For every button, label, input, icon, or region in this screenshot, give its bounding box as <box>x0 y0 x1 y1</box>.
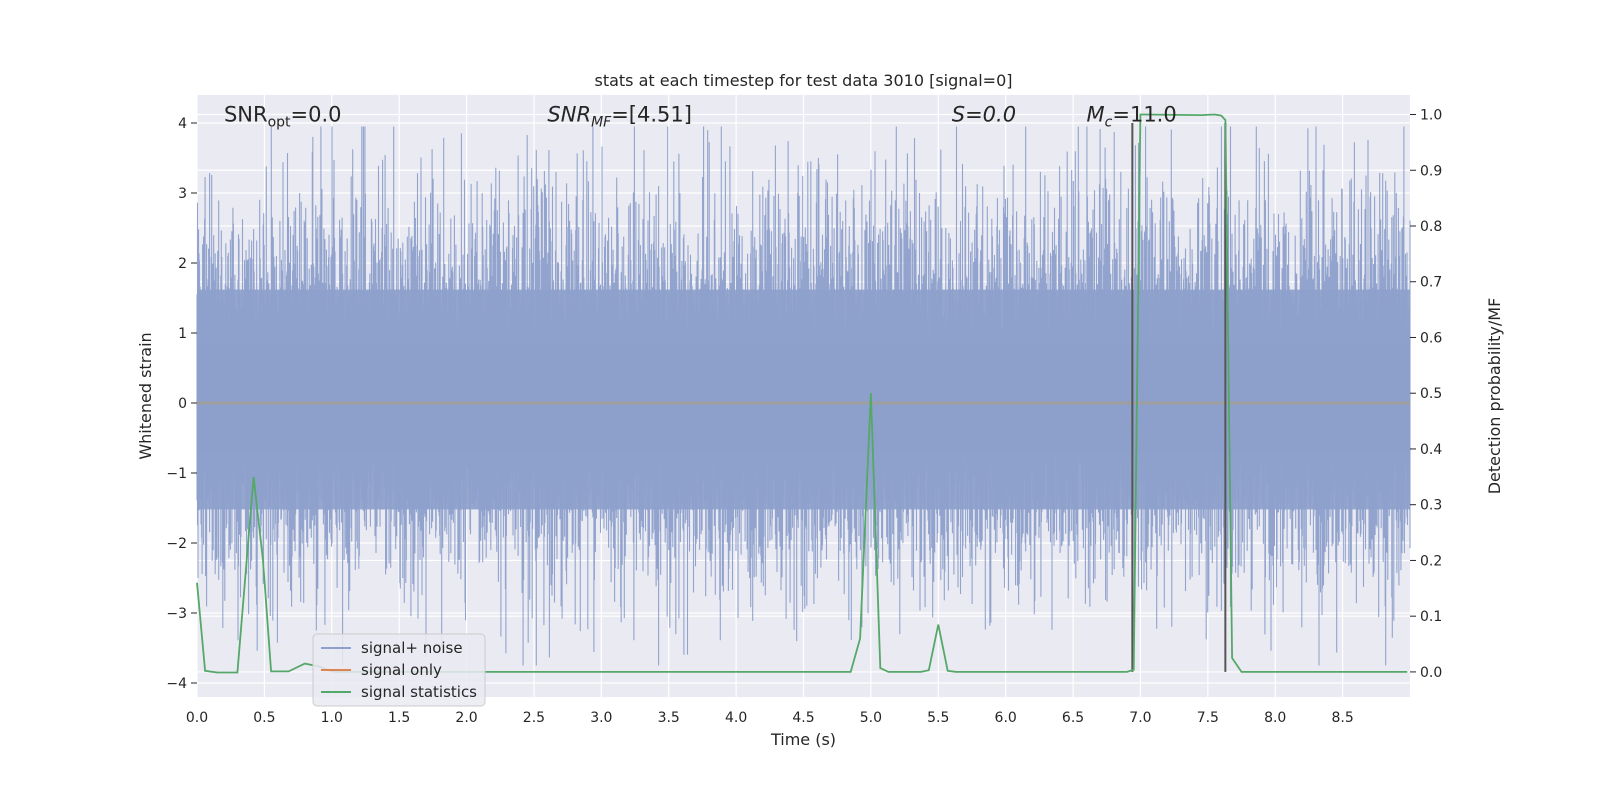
x-tick-labels: 0.0 0.5 1.0 1.5 2.0 2.5 3.0 3.5 4.0 4.5 5.0 5.5 6.0 6… <box>186 710 1354 726</box>
y2-tick-label: 1.0 <box>1420 108 1442 124</box>
y-tick-label: 0 <box>178 396 187 412</box>
annotation-part: =[4.51] <box>611 103 692 127</box>
x-tick-label: 0.0 <box>186 710 208 726</box>
y-tick-label: 4 <box>178 116 187 132</box>
y-tick-label: −1 <box>166 466 187 482</box>
legend-label: signal+ noise <box>361 639 463 657</box>
y2-tick-label: 0.7 <box>1420 275 1442 291</box>
x-tick-label: 2.0 <box>455 710 477 726</box>
legend-label: signal only <box>361 661 442 679</box>
annotation-subscript: c <box>1105 115 1113 131</box>
signal-statistics-line <box>196 113 1408 674</box>
annotation-part: SNR <box>224 103 268 127</box>
y-tick-label: 3 <box>178 186 187 202</box>
annotation: SNRopt=0.0 <box>224 103 342 131</box>
vertical-lines <box>1131 123 1227 672</box>
y-tick-label: 2 <box>178 256 187 272</box>
x-tick-label: 7.0 <box>1129 710 1151 726</box>
y-tick-label: −3 <box>166 606 187 622</box>
annotation-part: M <box>1087 103 1105 127</box>
y2-tick-label: 0.0 <box>1420 665 1442 681</box>
legend: signal+ noise signal only signal statistic… <box>312 633 486 707</box>
y2-tick-label: 0.4 <box>1420 442 1442 458</box>
x-tick-label: 4.0 <box>725 710 747 726</box>
legend-box <box>312 633 486 707</box>
x-tick-label: 8.0 <box>1264 710 1286 726</box>
annotation-part: =11.0 <box>1112 103 1176 127</box>
x-tick-label: 8.5 <box>1331 710 1353 726</box>
noise-series <box>196 126 1411 666</box>
x-tick-label: 3.5 <box>658 710 680 726</box>
annotation: Mc=11.0 <box>1087 103 1177 131</box>
annotation-subscript: MF <box>591 115 612 131</box>
y-tick-label: −4 <box>166 676 187 692</box>
y2-tick-label: 0.8 <box>1420 219 1442 235</box>
x-tick-label: 0.5 <box>253 710 275 726</box>
y2-tick-label: 0.3 <box>1420 498 1442 514</box>
x-tick-label: 6.5 <box>1062 710 1084 726</box>
signal-statistics-series <box>196 113 1408 674</box>
y2-tick-label: 0.1 <box>1420 609 1442 625</box>
y2-tick-label: 0.6 <box>1420 330 1442 346</box>
y2-tick-label: 0.2 <box>1420 553 1442 569</box>
x-tick-label: 5.0 <box>860 710 882 726</box>
legend-label: signal statistics <box>361 683 477 701</box>
y-tick-label: 1 <box>178 326 187 342</box>
x-axis-label: Time (s) <box>770 730 836 749</box>
y-axis-label: Whitened strain <box>136 332 155 459</box>
chart-title: stats at each timestep for test data 301… <box>594 71 1012 90</box>
annotation: SNRMF=[4.51] <box>547 103 692 131</box>
x-tick-label: 1.5 <box>388 710 410 726</box>
y2-tick-label: 0.5 <box>1420 386 1442 402</box>
y-tick-label: −2 <box>166 536 187 552</box>
x-tick-label: 2.5 <box>523 710 545 726</box>
x-tick-label: 5.5 <box>927 710 949 726</box>
annotation-part: =0.0 <box>291 103 342 127</box>
x-tick-label: 1.0 <box>321 710 343 726</box>
annotation-part: SNR <box>547 103 591 127</box>
y2-tick-labels: 0.0 0.1 0.2 0.3 0.4 0.5 0.6 0.7 0.8 0.9 1.0 <box>1410 108 1442 681</box>
x-tick-label: 6.0 <box>995 710 1017 726</box>
x-tick-label: 4.5 <box>792 710 814 726</box>
y2-axis-label: Detection probability/MF <box>1485 298 1504 495</box>
annotation: S=0.0 <box>952 103 1016 127</box>
x-tick-label: 7.5 <box>1197 710 1219 726</box>
y2-tick-label: 0.9 <box>1420 163 1442 179</box>
y-tick-labels: −4 −3 −2 −1 0 1 2 3 4 <box>166 116 197 692</box>
noise-trace <box>196 126 1411 666</box>
annotation-subscript: opt <box>268 115 291 131</box>
x-tick-label: 3.0 <box>590 710 612 726</box>
annotations: SNRopt=0.0 SNRMF=[4.51] S=0.0 Mc=11.0 <box>224 103 1177 131</box>
